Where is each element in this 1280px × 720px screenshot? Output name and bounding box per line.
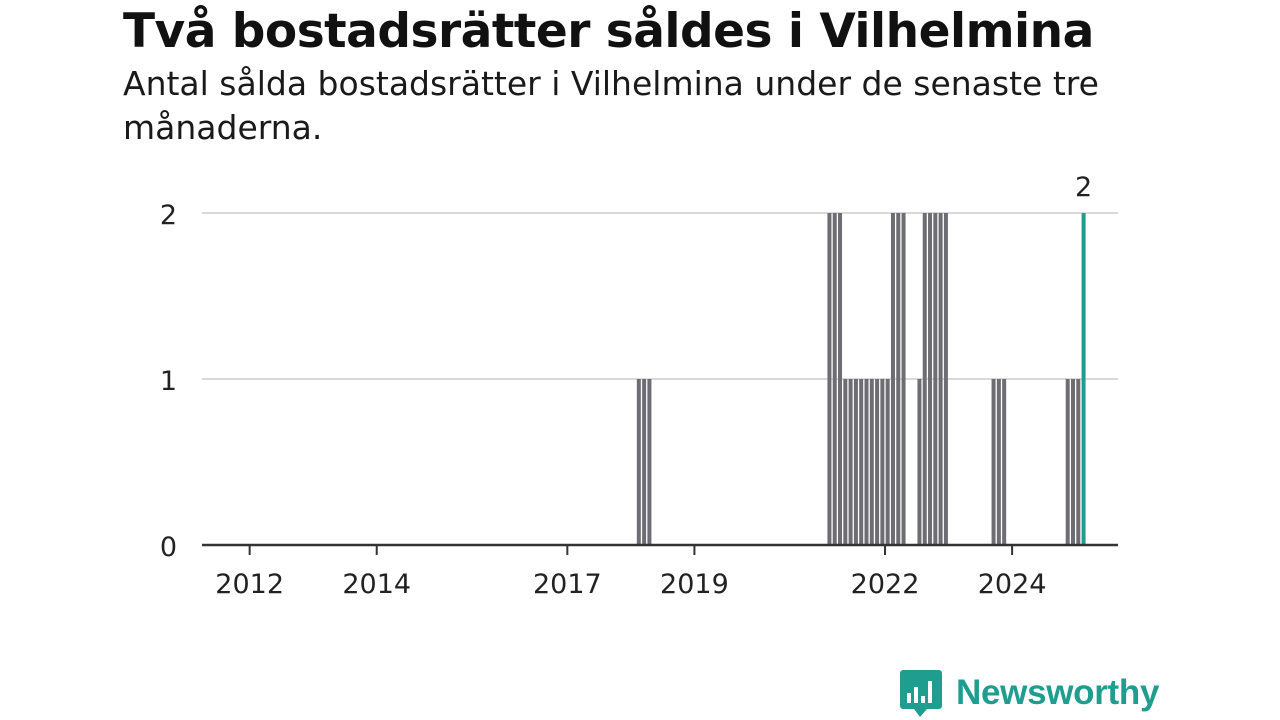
- bar: [996, 379, 1001, 545]
- chart-title: Två bostadsrätter såldes i Vilhelmina: [123, 4, 1094, 59]
- x-tick-label: 2022: [851, 569, 920, 600]
- bar: [890, 213, 895, 545]
- bar: [859, 379, 864, 545]
- bar: [647, 379, 652, 545]
- bar: [848, 379, 853, 545]
- y-tick-label: 0: [160, 532, 177, 563]
- newsworthy-logo: Newsworthy: [900, 668, 1159, 718]
- bar: [642, 379, 647, 545]
- bar: [853, 379, 858, 545]
- x-tick-label: 2024: [978, 569, 1047, 600]
- y-tick-label: 1: [160, 366, 177, 397]
- x-tick-label: 2019: [660, 569, 729, 600]
- bar: [843, 379, 848, 545]
- bar: [991, 379, 996, 545]
- bar: [1076, 379, 1081, 545]
- bar: [896, 213, 901, 545]
- bar: [901, 213, 906, 545]
- bar-chart: 0 1 2 2 2012 2014 2017 2019 2022 2024: [160, 172, 1118, 600]
- bar: [1070, 379, 1075, 545]
- bar: [943, 213, 948, 545]
- chart-subtitle: Antal sålda bostadsrätter i Vilhelmina u…: [123, 64, 1099, 147]
- bar: [938, 213, 943, 545]
- bar: [832, 213, 837, 545]
- bar: [917, 379, 922, 545]
- bar: [636, 379, 641, 545]
- highlighted-bar-label: 2: [1075, 172, 1092, 203]
- x-tick-label: 2012: [215, 569, 284, 600]
- brand-name: Newsworthy: [956, 673, 1160, 712]
- bar: [1002, 379, 1007, 545]
- bar-chart-speech-bubble-icon: [900, 670, 942, 717]
- bar: [933, 213, 938, 545]
- x-tick-label: 2014: [342, 569, 411, 600]
- y-tick-label: 2: [160, 200, 177, 231]
- bar: [880, 379, 885, 545]
- bar: [875, 379, 880, 545]
- bar: [922, 213, 927, 545]
- bar: [827, 213, 832, 545]
- bar: [838, 213, 843, 545]
- bar: [928, 213, 933, 545]
- bar: [1065, 379, 1070, 545]
- bar: [885, 379, 890, 545]
- highlighted-bar: [1081, 213, 1086, 545]
- bar: [869, 379, 874, 545]
- x-tick-label: 2017: [533, 569, 602, 600]
- bar: [864, 379, 869, 545]
